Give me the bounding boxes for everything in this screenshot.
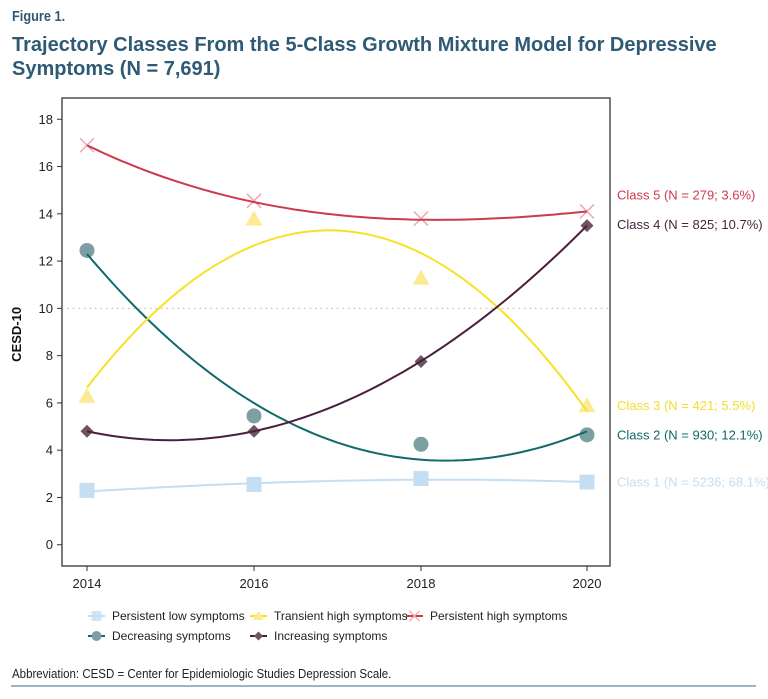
y-tick-label: 0: [46, 537, 53, 552]
class-1-label: Class 1 (N = 5236; 68.1%): [617, 475, 768, 490]
persistent-low-symptoms-fitted-line: [86, 478, 588, 493]
legend-label: Decreasing symptoms: [112, 629, 231, 643]
persistent-low-symptoms-marker: [79, 482, 95, 498]
legend-item-transient-high-symptoms: Transient high symptoms: [250, 609, 408, 623]
decreasing-symptoms-marker: [246, 408, 262, 424]
series-layer: [78, 137, 596, 498]
y-tick-label: 6: [46, 395, 53, 410]
y-tick-label: 8: [46, 348, 53, 363]
transient-high-symptoms-marker: [78, 387, 96, 403]
legend-item-decreasing-symptoms: Decreasing symptoms: [88, 629, 231, 643]
series-increasing-symptoms: [80, 219, 594, 442]
series-transient-high-symptoms: [78, 210, 596, 413]
legend-marker: [254, 631, 263, 641]
legend-label: Transient high symptoms: [274, 609, 408, 623]
class-4-label: Class 4 (N = 825; 10.7%): [617, 217, 763, 232]
persistent-high-symptoms-fitted-line: [86, 144, 588, 221]
y-tick-label: 16: [39, 159, 53, 174]
persistent-high-symptoms-marker: [579, 203, 595, 219]
decreasing-symptoms-marker: [413, 436, 429, 452]
y-tick-label: 2: [46, 490, 53, 505]
legend-marker: [91, 611, 102, 621]
persistent-high-symptoms-marker: [79, 137, 95, 153]
transient-high-symptoms-marker: [578, 397, 596, 413]
legend: Persistent low symptoms Transient high sy…: [88, 609, 567, 643]
x-tick-label: 2018: [407, 576, 436, 591]
y-tick-label: 14: [39, 206, 53, 221]
class-3-label: Class 3 (N = 421; 5.5%): [617, 398, 755, 413]
persistent-low-symptoms-marker: [413, 471, 429, 487]
x-axis: 2014 2016 2018 2020: [73, 566, 602, 591]
persistent-high-symptoms-marker: [413, 211, 429, 227]
x-tick-label: 2014: [73, 576, 102, 591]
legend-marker: [253, 611, 264, 620]
legend-label: Persistent low symptoms: [112, 609, 245, 623]
figure-label: Figure 1.: [12, 8, 66, 25]
transient-high-symptoms-fitted-line: [86, 229, 588, 412]
y-axis: 0 2 4 6 8 10 12 14 16 18 CESD-10: [9, 112, 62, 552]
plot-frame: [61, 97, 611, 567]
decreasing-symptoms-fitted-line: [86, 253, 588, 462]
persistent-high-symptoms-marker: [246, 193, 262, 209]
increasing-symptoms-fitted-line: [86, 224, 588, 442]
legend-label: Increasing symptoms: [274, 629, 387, 643]
legend-marker: [409, 610, 420, 622]
plot-border: [61, 97, 611, 567]
legend-item-persistent-high-symptoms: Persistent high symptoms: [406, 609, 567, 623]
y-axis-title: CESD-10: [9, 307, 24, 362]
y-tick-label: 12: [39, 254, 53, 269]
legend-marker: [91, 631, 102, 641]
footer-divider: [11, 685, 756, 687]
increasing-symptoms-marker: [80, 424, 94, 438]
class-2-label: Class 2 (N = 930; 12.1%): [617, 427, 763, 442]
transient-high-symptoms-marker: [245, 210, 263, 226]
series-decreasing-symptoms: [79, 242, 595, 462]
y-tick-label: 18: [39, 112, 53, 127]
decreasing-symptoms-marker: [579, 427, 595, 443]
class-5-label: Class 5 (N = 279; 3.6%): [617, 187, 755, 202]
legend-label: Persistent high symptoms: [430, 609, 567, 623]
legend-item-increasing-symptoms: Increasing symptoms: [250, 629, 387, 643]
decreasing-symptoms-marker: [79, 242, 95, 258]
y-tick-label: 10: [39, 301, 53, 316]
y-tick-label: 4: [46, 443, 53, 458]
transient-high-symptoms-marker: [412, 269, 430, 285]
figure-title: Trajectory Classes From the 5-Class Grow…: [12, 34, 717, 80]
footnote: Abbreviation: CESD = Center for Epidemio…: [12, 667, 392, 681]
x-tick-label: 2016: [240, 576, 269, 591]
series-persistent-high-symptoms: [79, 137, 595, 227]
x-tick-label: 2020: [573, 576, 602, 591]
persistent-low-symptoms-marker: [246, 476, 262, 492]
class-labels: Class 5 (N = 279; 3.6%) Class 4 (N = 825;…: [617, 187, 768, 489]
series-persistent-low-symptoms: [79, 471, 595, 498]
legend-item-persistent-low-symptoms: Persistent low symptoms: [88, 609, 245, 623]
